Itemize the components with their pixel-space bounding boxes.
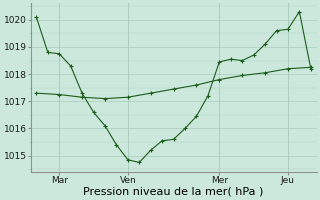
X-axis label: Pression niveau de la mer( hPa ): Pression niveau de la mer( hPa ) — [84, 187, 264, 197]
